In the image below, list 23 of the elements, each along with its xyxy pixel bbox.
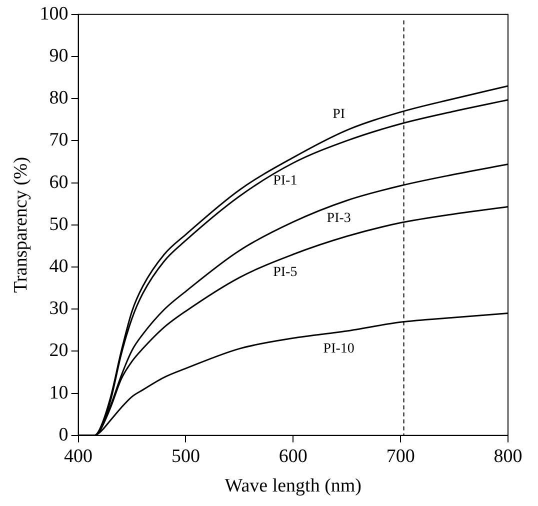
y-tick-label: 80 [49, 88, 68, 109]
x-tick-label: 400 [64, 446, 93, 467]
x-tick-label: 800 [494, 446, 522, 467]
series-label: PI [332, 106, 346, 122]
y-axis-title: Transparency (%) [10, 156, 32, 293]
y-tick-label: 70 [49, 130, 68, 151]
y-tick-label: 100 [40, 3, 68, 24]
y-tick-label: 50 [49, 214, 68, 235]
y-tick-label: 30 [49, 298, 68, 320]
y-tick-label: 0 [58, 424, 68, 446]
series-label: PI-10 [323, 342, 354, 357]
y-tick-label: 40 [49, 256, 68, 277]
x-tick-label: 700 [386, 446, 415, 467]
x-tick-label: 500 [171, 446, 200, 467]
y-tick-label: 60 [49, 172, 68, 193]
series-label: PI-1 [273, 174, 298, 189]
y-tick-label: 10 [49, 382, 68, 404]
x-tick-label: 600 [278, 446, 308, 467]
series-label: PI-3 [326, 211, 351, 226]
x-axis-title: Wave length (nm) [224, 476, 362, 497]
y-tick-label: 20 [49, 340, 68, 362]
y-tick-label: 90 [49, 45, 68, 66]
series-label: PI-5 [273, 265, 298, 280]
